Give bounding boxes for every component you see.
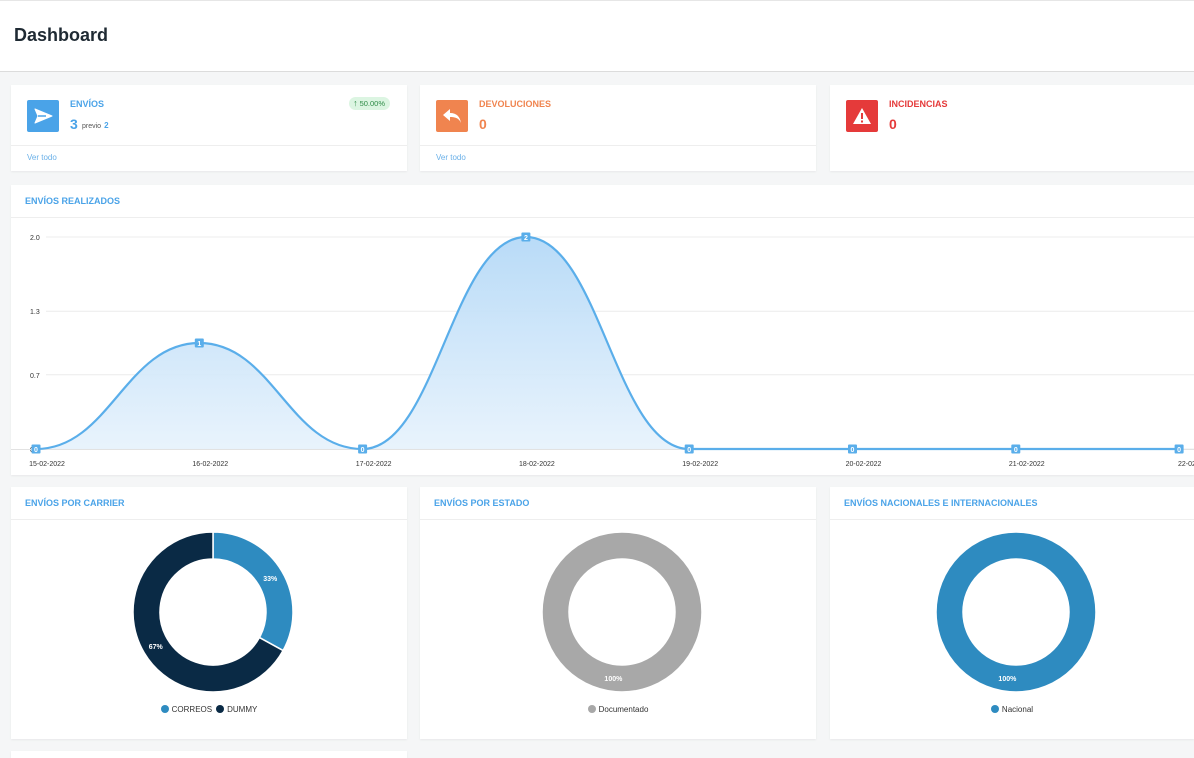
x-tick-label: 21-02-2022 [1009, 461, 1045, 468]
stat-card-devoluciones: DEVOLUCIONES 0 Ver todo [420, 85, 816, 171]
incidencias-label: INCIDENCIAS [889, 99, 948, 109]
data-label: 0 [851, 447, 855, 454]
envios-value: 3 [70, 116, 78, 132]
series-line [35, 235, 1180, 451]
envios-realizados-card: ENVÍOS REALIZADOS 0.00.71.32.0015-02-202… [11, 185, 1194, 475]
reply-icon [436, 100, 468, 132]
data-point [31, 444, 41, 454]
legend-label: Nacional [1001, 705, 1034, 714]
data-point [684, 444, 694, 454]
chart-legend: Documentado [420, 705, 816, 714]
bottom-card [11, 751, 407, 758]
chart-title: ENVÍOS POR ESTADO [434, 498, 530, 508]
nacional-donut-chart: 100% [935, 531, 1097, 693]
data-label: 0 [361, 447, 365, 454]
data-point [521, 232, 531, 242]
previous-label: previo [82, 123, 102, 130]
legend-swatch [216, 705, 225, 713]
slice-label: 100% [998, 676, 1017, 683]
chart-title: ENVÍOS REALIZADOS [25, 196, 121, 206]
legend-swatch [587, 705, 596, 713]
data-point [1011, 444, 1021, 454]
y-tick-label: 2.0 [30, 235, 40, 242]
estado-donut-chart: 100% [541, 531, 703, 693]
divider [11, 145, 407, 146]
legend-label: DUMMY [227, 705, 258, 714]
divider [11, 519, 407, 520]
area-chart: 0.00.71.32.0015-02-2022116-02-2022017-02… [11, 232, 1194, 468]
legend-item[interactable]: CORREOS [160, 705, 213, 714]
x-tick-label: 18-02-2022 [519, 461, 555, 468]
legend-item[interactable]: Nacional [990, 705, 1034, 714]
carrier-donut-chart: 33% 67% [132, 531, 294, 693]
divider [420, 519, 816, 520]
envios-por-carrier-card: ENVÍOS POR CARRIER 33% 67% CORREOS DUMMY [11, 487, 407, 739]
devoluciones-label: DEVOLUCIONES [479, 99, 552, 109]
divider [420, 145, 816, 146]
arrow-up-icon: ↑ [353, 98, 358, 108]
legend-swatch [990, 705, 999, 713]
donut-slice [212, 531, 294, 652]
legend-item[interactable]: Documentado [587, 705, 649, 714]
donut-slice [132, 531, 285, 693]
slice-label: 67% [149, 644, 164, 651]
legend-label: CORREOS [171, 705, 213, 714]
incidencias-value: 0 [889, 116, 897, 132]
chart-title: ENVÍOS NACIONALES E INTERNACIONALES [844, 498, 1038, 508]
envios-por-estado-card: ENVÍOS POR ESTADO 100% Documentado [420, 487, 816, 739]
page-header: Dashboard [0, 0, 1194, 72]
data-label: 2 [524, 235, 528, 242]
growth-value: 50.00% [359, 99, 385, 108]
data-point [194, 338, 204, 348]
legend-label: Documentado [598, 705, 649, 714]
legend-item[interactable]: DUMMY [216, 705, 257, 714]
x-tick-label: 22-02-2 [1178, 461, 1194, 468]
envios-previous: previo 2 [82, 121, 109, 130]
data-point [1174, 444, 1184, 454]
envios-label: ENVÍOS [70, 99, 105, 109]
chart-legend: Nacional [830, 705, 1194, 714]
data-point [848, 444, 857, 454]
y-tick-label: 0.7 [30, 373, 40, 380]
donut-slice [935, 531, 1097, 693]
data-label: 1 [197, 341, 201, 348]
x-tick-label: 15-02-2022 [29, 461, 65, 468]
legend-swatch [160, 705, 169, 713]
page-title: Dashboard [14, 25, 109, 45]
growth-badge: ↑ 50.00% [349, 97, 390, 110]
devoluciones-value: 0 [479, 116, 487, 132]
chart-legend: CORREOS DUMMY [11, 705, 407, 714]
data-point [358, 444, 368, 454]
y-tick-label: 1.3 [30, 309, 40, 316]
warning-icon [846, 100, 878, 132]
data-label: 0 [687, 447, 691, 454]
stat-card-envios: ENVÍOS 3 previo 2 ↑ 50.00% Ver todo [11, 85, 407, 171]
x-tick-label: 17-02-2022 [356, 461, 392, 468]
x-tick-label: 16-02-2022 [192, 461, 228, 468]
x-tick-label: 19-02-2022 [682, 461, 718, 468]
previous-value: 2 [104, 121, 109, 130]
send-icon [27, 100, 59, 132]
data-label: 0 [1177, 447, 1181, 454]
donut-slice [541, 531, 703, 693]
divider [830, 519, 1194, 520]
slice-label: 100% [604, 676, 623, 683]
divider [11, 217, 1194, 218]
chart-title: ENVÍOS POR CARRIER [25, 498, 125, 508]
envios-nacionales-card: ENVÍOS NACIONALES E INTERNACIONALES 100%… [830, 487, 1194, 739]
ver-todo-envios-link[interactable]: Ver todo [27, 153, 57, 162]
stat-card-incidencias: INCIDENCIAS 0 [830, 85, 1194, 171]
data-label: 0 [1014, 447, 1018, 454]
slice-label: 33% [263, 576, 278, 583]
data-label: 0 [34, 447, 38, 454]
x-tick-label: 20-02-2022 [846, 461, 882, 468]
ver-todo-devoluciones-link[interactable]: Ver todo [436, 153, 466, 162]
